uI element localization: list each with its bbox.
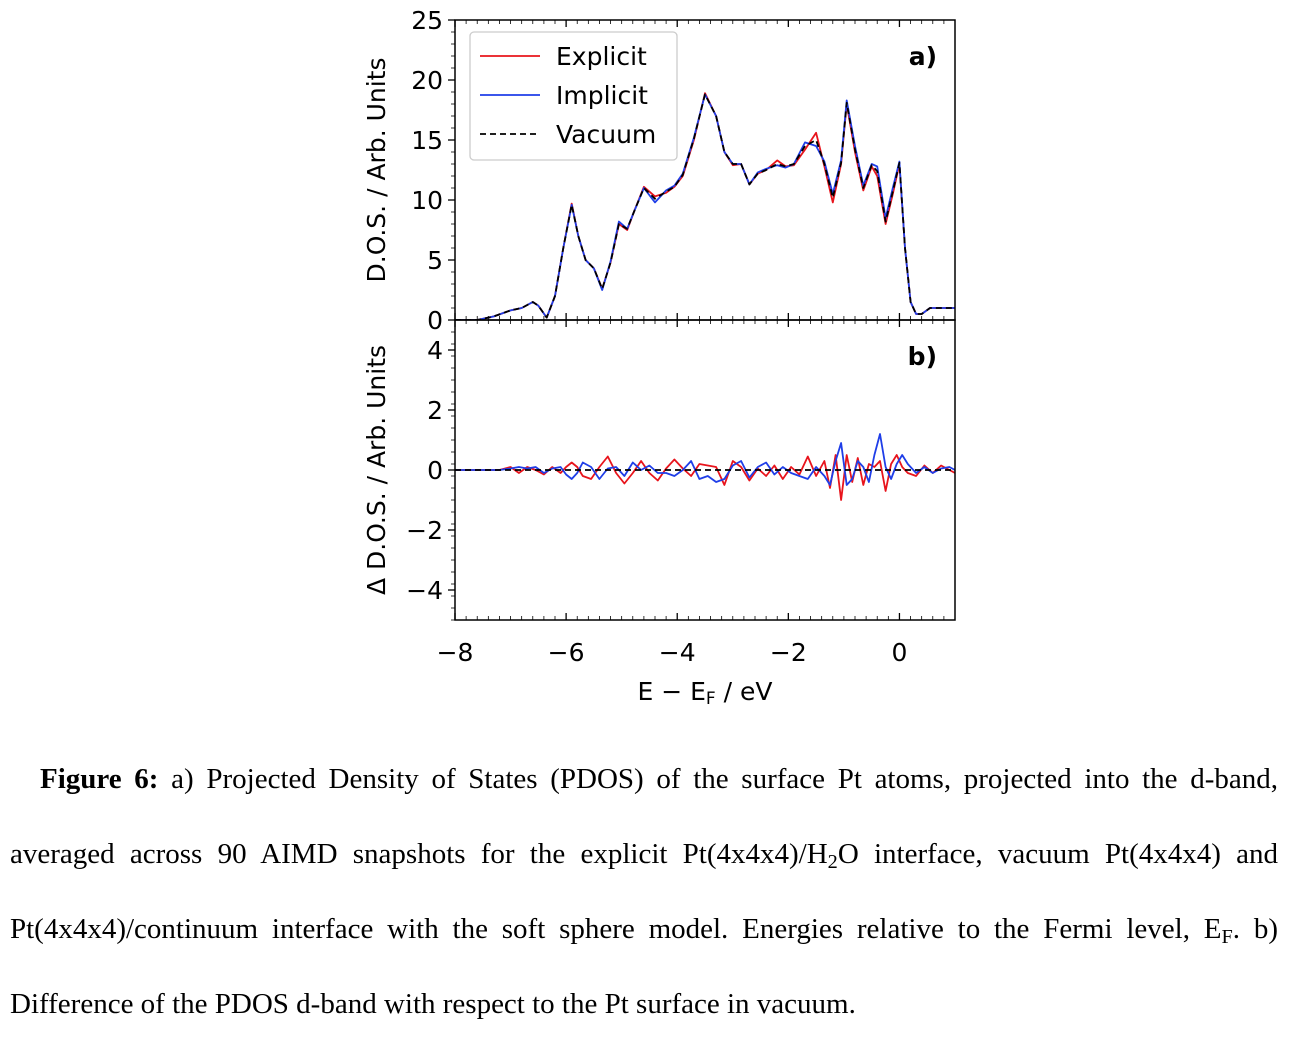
panel-b-ytick-label: −4 <box>406 576 443 605</box>
panel-b: −4 −2 0 2 4 Δ D.O.S. / Arb. Units b) <box>362 319 956 621</box>
panel-a-ytick-label: 0 <box>427 306 443 335</box>
legend-box <box>469 31 678 161</box>
panel-a: 0 5 10 15 20 25 D.O.S. / Arb. Units a) <box>362 6 956 335</box>
x-tick-label: −6 <box>548 638 585 667</box>
panel-a-ytick-label: 10 <box>411 186 443 215</box>
legend-label-implicit: Implicit <box>556 81 648 110</box>
caption-subscript-f: F <box>1221 926 1233 949</box>
chart-svg: 0 5 10 15 20 25 D.O.S. / Arb. Units a) −4 −2 0 2 4 Δ … <box>362 6 956 709</box>
caption-text-1: a) Projected Density of States (PDOS) of… <box>10 763 1279 870</box>
x-axis-label-sub: F <box>706 689 716 709</box>
legend-label-vacuum: Vacuum <box>556 120 656 149</box>
panel-a-ytick-label: 25 <box>411 6 443 35</box>
panel-b-ylabel: Δ D.O.S. / Arb. Units <box>362 345 391 595</box>
caption-text-2: O interface, vacuum Pt(4x4x4) and Pt(4x4… <box>10 838 1278 945</box>
panel-b-label: b) <box>908 342 937 371</box>
x-axis-label-main: E − E <box>637 677 705 706</box>
panel-b-ytick-label: 2 <box>427 396 443 425</box>
legend-label-explicit: Explicit <box>556 42 647 71</box>
panel-b-ytick-label: 4 <box>427 336 443 365</box>
x-tick-label: −4 <box>659 638 696 667</box>
panel-a-series-vacuum <box>455 93 955 320</box>
x-tick-label: −2 <box>770 638 807 667</box>
legend: Explicit Implicit Vacuum <box>469 31 678 161</box>
panel-a-ylabel: D.O.S. / Arb. Units <box>362 58 391 283</box>
x-tick-label: 0 <box>891 638 907 667</box>
panel-a-label: a) <box>909 42 937 71</box>
figure-caption: Figure 6: a) Projected Density of States… <box>10 742 1278 1042</box>
caption-subscript-2: 2 <box>827 851 838 874</box>
panel-b-series-explicit <box>455 454 955 501</box>
caption-figure-label: Figure 6: <box>40 763 159 795</box>
pdos-figure: 0 5 10 15 20 25 D.O.S. / Arb. Units a) −4 −2 0 2 4 Δ … <box>362 6 956 709</box>
x-axis-label-unit: / eV <box>716 677 773 706</box>
panel-a-ytick-label: 20 <box>411 66 443 95</box>
panel-b-ytick-label: 0 <box>427 456 443 485</box>
panel-b-series-implicit <box>455 433 955 486</box>
panel-a-ytick-label: 5 <box>427 246 443 275</box>
panel-b-ytick-label: −2 <box>406 516 443 545</box>
panel-a-ytick-label: 15 <box>411 126 443 155</box>
x-tick-label: −8 <box>437 638 474 667</box>
x-axis-label: E − EF / eV <box>637 677 772 709</box>
caption-paragraph: Figure 6: a) Projected Density of States… <box>10 742 1278 1042</box>
caption-text-3: . b) Difference of the PDOS d-band with … <box>10 913 1278 1020</box>
